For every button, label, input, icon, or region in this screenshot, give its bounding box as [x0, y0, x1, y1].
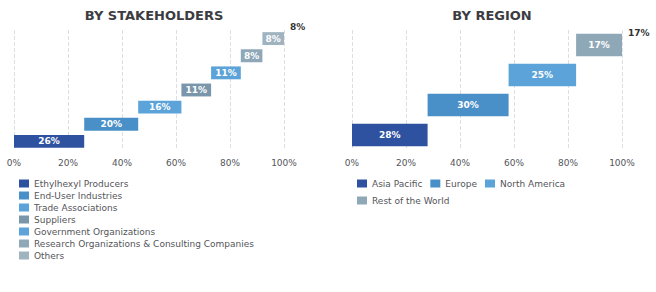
- svg-text:8%: 8%: [290, 22, 305, 32]
- svg-text:Suppliers: Suppliers: [34, 215, 76, 225]
- svg-text:Ethylhexyl Producers: Ethylhexyl Producers: [34, 179, 129, 189]
- svg-text:0%: 0%: [7, 158, 22, 168]
- svg-text:100%: 100%: [609, 158, 635, 168]
- svg-text:60%: 60%: [166, 158, 186, 168]
- svg-text:25%: 25%: [532, 70, 554, 80]
- svg-text:40%: 40%: [112, 158, 132, 168]
- svg-text:17%: 17%: [628, 28, 650, 38]
- svg-text:8%: 8%: [266, 34, 281, 44]
- svg-text:30%: 30%: [457, 100, 479, 110]
- svg-text:16%: 16%: [149, 102, 171, 112]
- svg-text:End-User Industries: End-User Industries: [34, 191, 122, 201]
- svg-text:BY REGION: BY REGION: [452, 8, 531, 23]
- svg-text:Others: Others: [34, 251, 65, 261]
- svg-text:40%: 40%: [450, 158, 470, 168]
- svg-text:60%: 60%: [504, 158, 524, 168]
- svg-text:20%: 20%: [396, 158, 416, 168]
- svg-text:Government Organizations: Government Organizations: [34, 227, 156, 237]
- svg-text:11%: 11%: [215, 68, 237, 78]
- svg-text:11%: 11%: [185, 85, 207, 95]
- svg-text:Research Organizations & Consu: Research Organizations & Consulting Comp…: [34, 239, 254, 249]
- svg-text:Rest of the World: Rest of the World: [372, 196, 449, 206]
- svg-text:80%: 80%: [220, 158, 240, 168]
- svg-text:28%: 28%: [379, 130, 401, 140]
- svg-text:20%: 20%: [100, 119, 122, 129]
- svg-text:Europe: Europe: [445, 179, 477, 189]
- svg-text:20%: 20%: [58, 158, 78, 168]
- svg-text:BY STAKEHOLDERS: BY STAKEHOLDERS: [85, 8, 224, 23]
- svg-text:26%: 26%: [38, 136, 60, 146]
- svg-text:100%: 100%: [271, 158, 297, 168]
- svg-text:North America: North America: [500, 179, 565, 189]
- svg-text:8%: 8%: [244, 51, 259, 61]
- svg-text:17%: 17%: [588, 40, 610, 50]
- svg-text:80%: 80%: [558, 158, 578, 168]
- svg-text:Trade Associations: Trade Associations: [33, 203, 118, 213]
- svg-text:0%: 0%: [345, 158, 360, 168]
- svg-text:Asia Pacific: Asia Pacific: [372, 179, 422, 189]
